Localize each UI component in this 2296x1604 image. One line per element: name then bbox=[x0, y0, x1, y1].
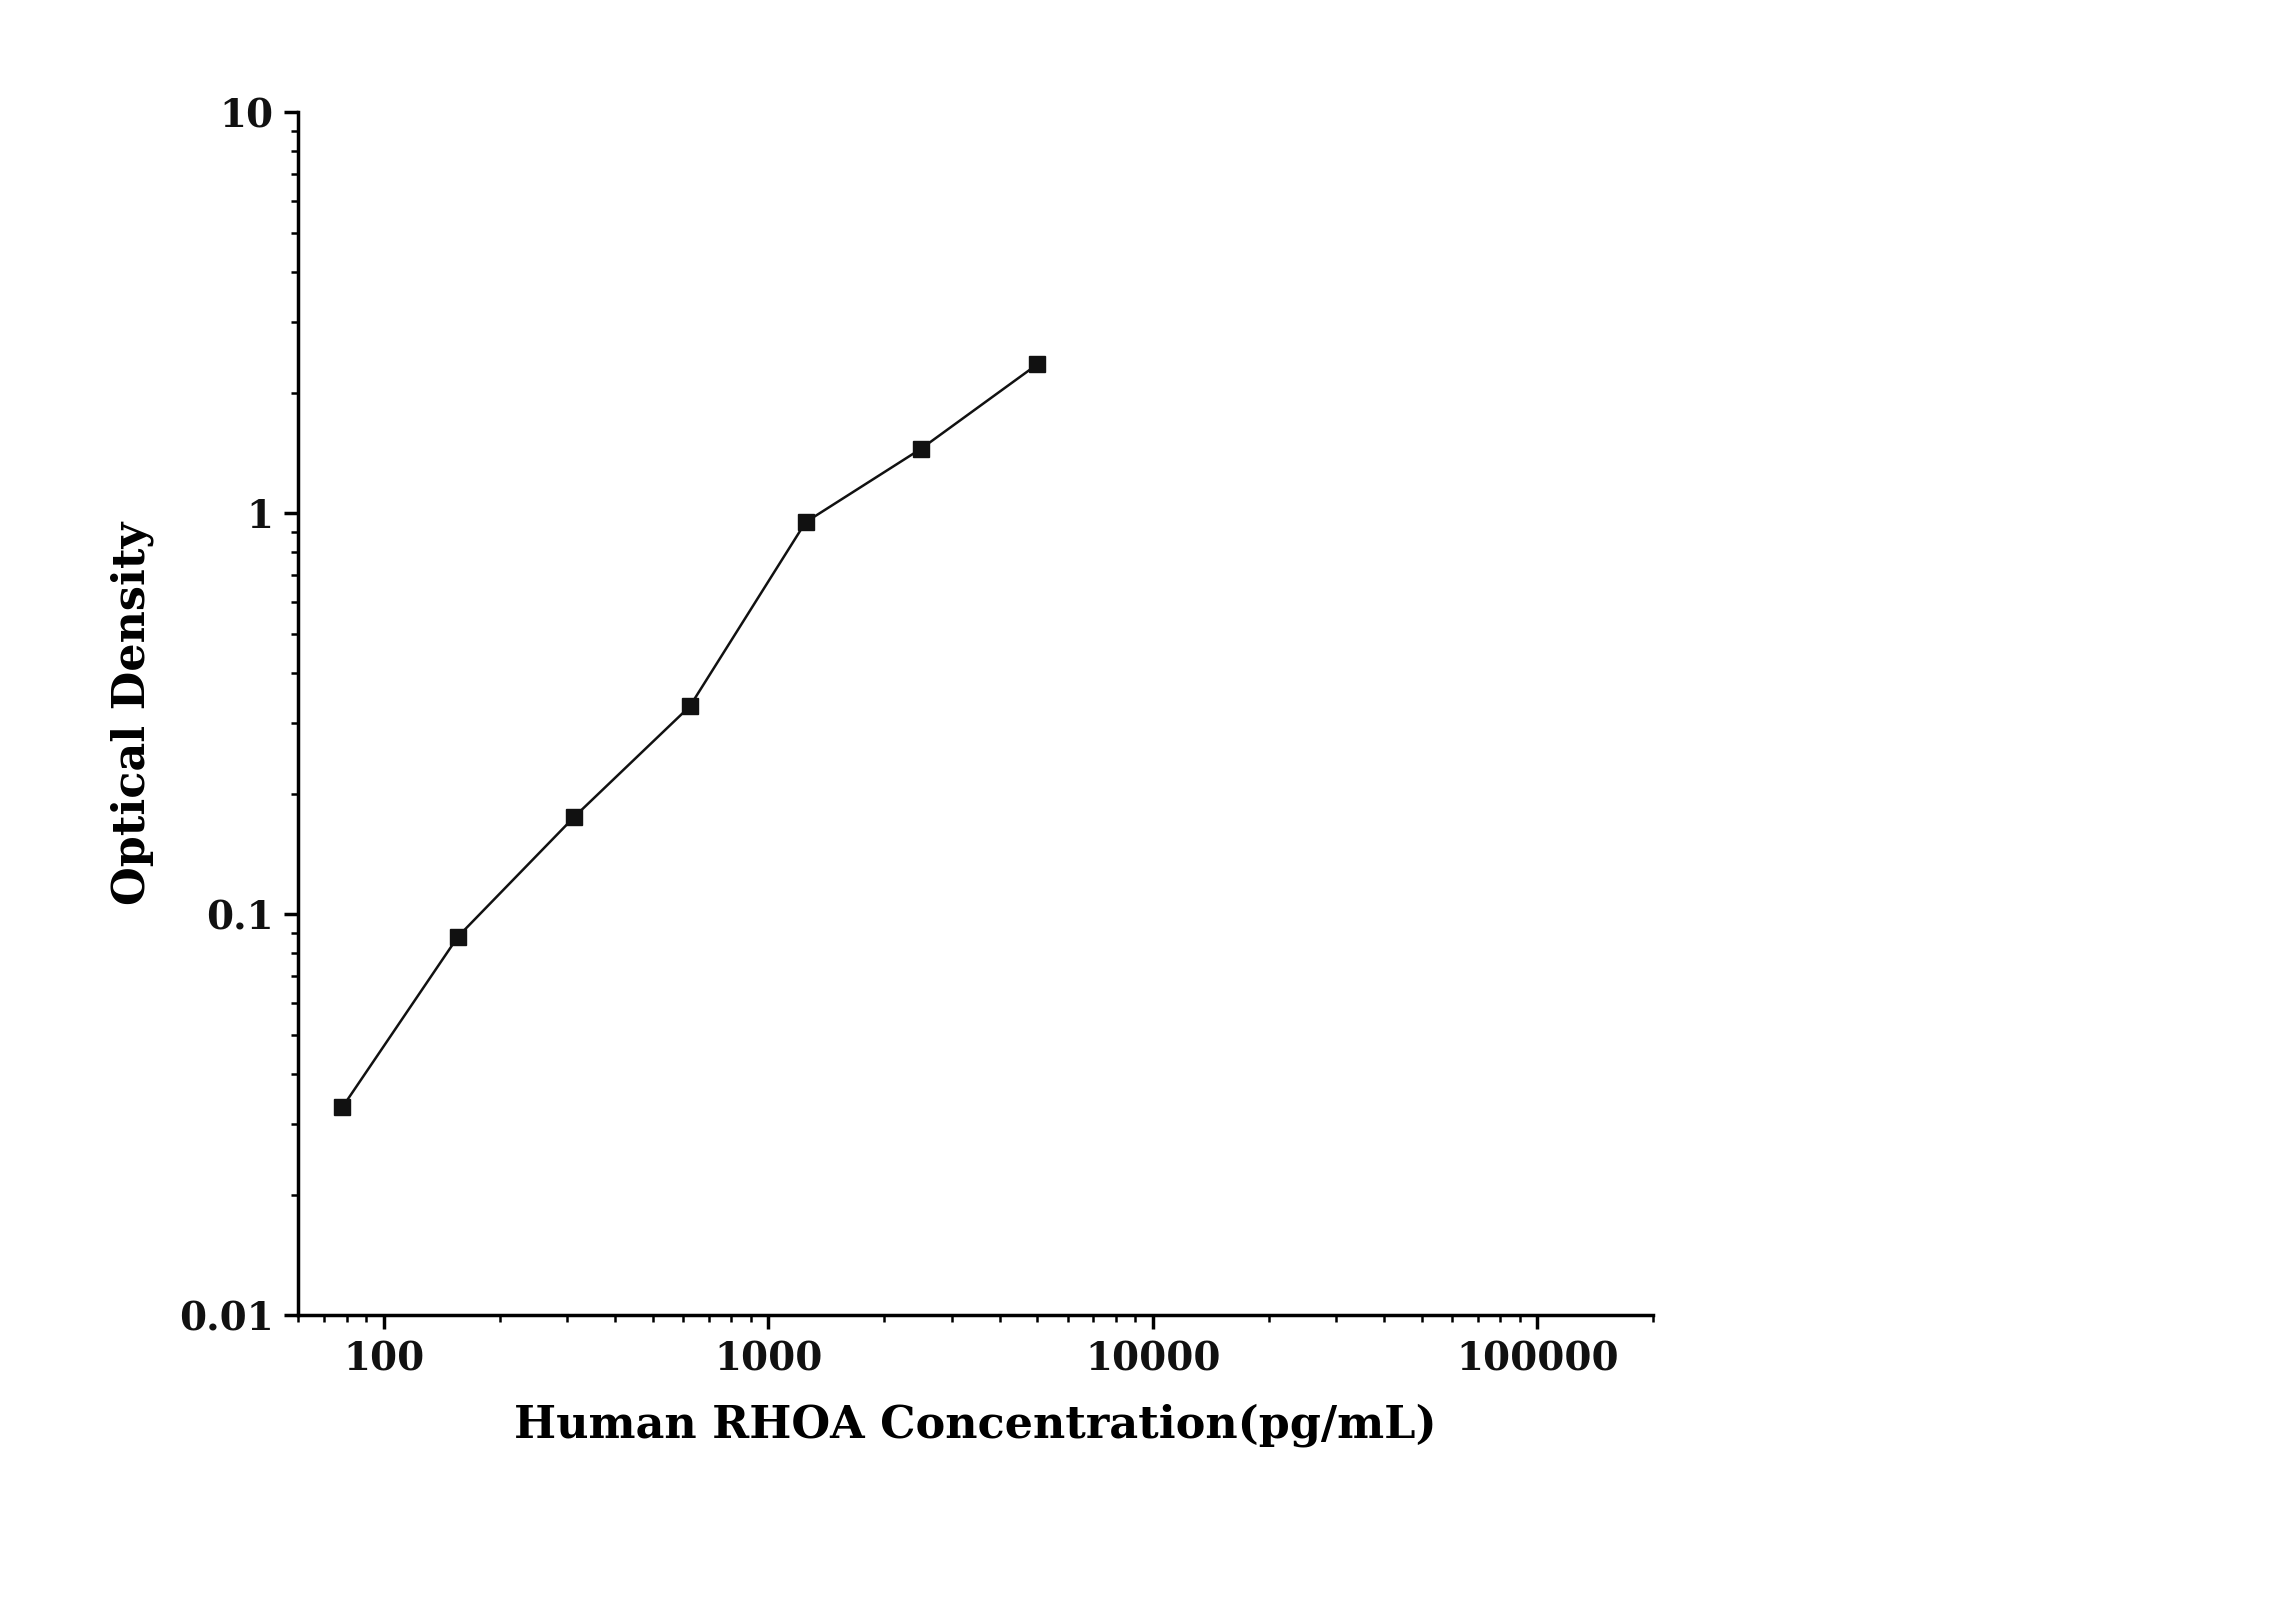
Y-axis label: Optical Density: Optical Density bbox=[110, 523, 154, 905]
X-axis label: Human RHOA Concentration(pg/mL): Human RHOA Concentration(pg/mL) bbox=[514, 1404, 1437, 1447]
